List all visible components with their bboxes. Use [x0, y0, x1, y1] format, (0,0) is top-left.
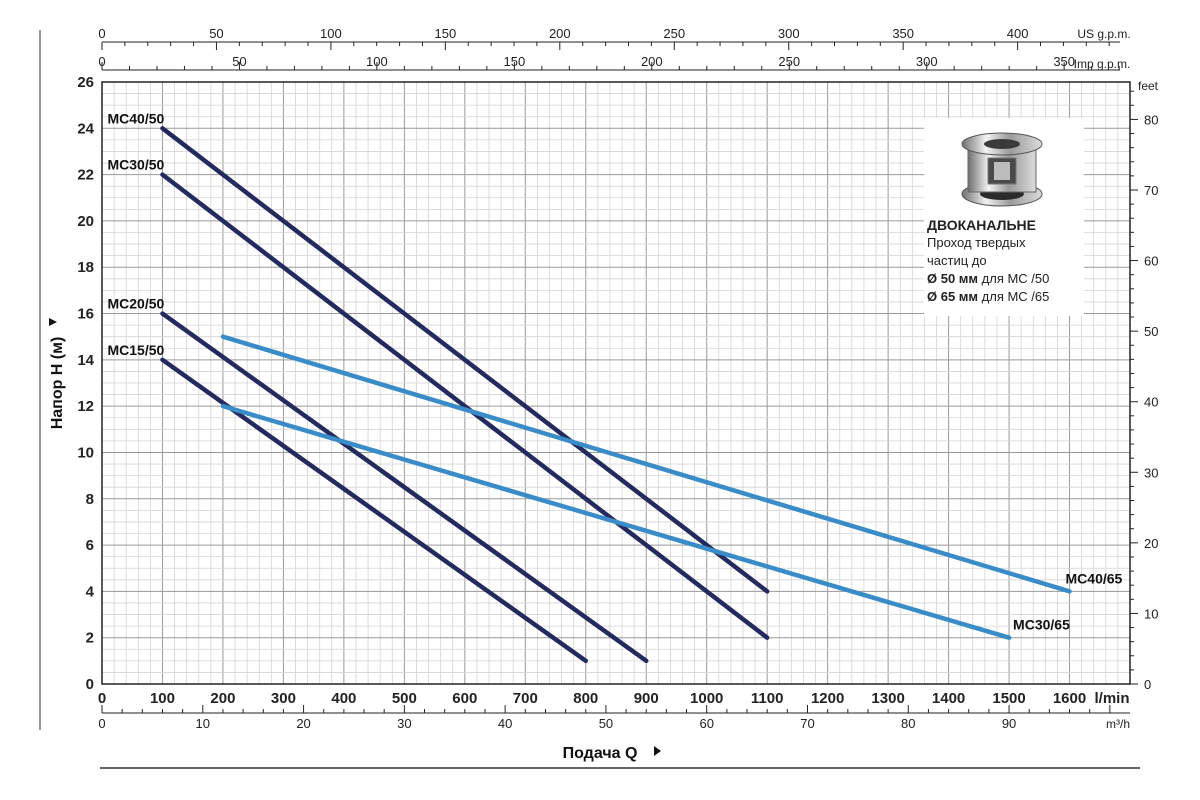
x-axis-arrow-icon [654, 746, 661, 756]
bottom-m3h-unit: m³/h [1106, 717, 1130, 731]
series-line [220, 334, 1072, 594]
x-tick-label: 500 [392, 690, 417, 707]
top-us-tick-label: 100 [320, 26, 342, 41]
top-imp-tick-label: 50 [232, 54, 246, 69]
right-tick-label: 20 [1144, 536, 1158, 551]
x-tick-label: 1600 [1053, 690, 1086, 707]
series-line [220, 403, 1012, 640]
info-line-4: Ø 65 мм для MC /65 [924, 288, 1084, 306]
right-tick-label: 30 [1144, 465, 1158, 480]
bottom-m3h-tick-label: 30 [397, 716, 411, 731]
series-label: MC20/50 [107, 296, 164, 312]
x-tick-label: 700 [513, 690, 538, 707]
top-us-tick-label: 50 [209, 26, 223, 41]
y-tick-label: 18 [77, 259, 94, 276]
y-tick-label: 20 [77, 213, 94, 230]
info-box: ДВОКАНАЛЬНЕ Проход твердых частиц до Ø 5… [924, 118, 1084, 316]
info-line-3-bold: Ø 50 мм [927, 271, 979, 286]
x-axis-title: Подача Q [563, 745, 638, 762]
x-tick-label: 1000 [690, 690, 723, 707]
bottom-m3h-tick-label: 50 [599, 716, 613, 731]
right-tick-label: 40 [1144, 395, 1158, 410]
top-imp-unit: Imp g.p.m. [1074, 57, 1131, 71]
right-tick-label: 50 [1144, 324, 1158, 339]
info-line-3: Ø 50 мм для MC /50 [924, 270, 1084, 288]
y-tick-label: 22 [77, 167, 94, 184]
x-tick-label: 1400 [932, 690, 965, 707]
bottom-m3h-tick-label: 80 [901, 716, 915, 731]
x-tick-label: 1300 [871, 690, 904, 707]
x-tick-label: 900 [634, 690, 659, 707]
series-label: MC15/50 [107, 342, 164, 358]
top-us-tick-label: 200 [549, 26, 571, 41]
right-tick-label: 60 [1144, 254, 1158, 269]
series-label: MC30/65 [1013, 617, 1070, 633]
right-tick-label: 80 [1144, 112, 1158, 127]
top-us-unit: US g.p.m. [1077, 27, 1130, 41]
x-tick-label: 300 [271, 690, 296, 707]
bottom-m3h-tick-label: 90 [1002, 716, 1016, 731]
y-tick-label: 16 [77, 306, 94, 323]
info-line-1: Проход твердых [927, 235, 1026, 250]
x-tick-label: 400 [331, 690, 356, 707]
y-tick-label: 6 [86, 537, 94, 554]
top-imp-tick-label: 150 [504, 54, 526, 69]
bottom-m3h-tick-label: 40 [498, 716, 512, 731]
info-line-3-rest: для MC /50 [978, 271, 1050, 286]
x-tick-label: 1200 [811, 690, 844, 707]
top-us-tick-label: 250 [663, 26, 685, 41]
right-tick-label: 70 [1144, 183, 1158, 198]
x-unit-label: l/min [1094, 690, 1129, 707]
info-line-4-rest: для MC /65 [978, 289, 1050, 304]
x-tick-label: 1100 [751, 690, 784, 707]
top-imp-tick-label: 250 [778, 54, 800, 69]
top-us-tick-label: 300 [778, 26, 800, 41]
top-us-tick-label: 350 [892, 26, 914, 41]
y-tick-label: 2 [86, 630, 94, 647]
x-tick-label: 100 [150, 690, 175, 707]
bottom-m3h-tick-label: 60 [699, 716, 713, 731]
series-line [160, 126, 770, 594]
impeller-image [961, 132, 1043, 207]
bottom-m3h-tick-label: 0 [98, 716, 105, 731]
series-label: MC40/50 [107, 110, 164, 126]
y-tick-label: 14 [77, 352, 94, 369]
bottom-m3h-tick-label: 70 [800, 716, 814, 731]
top-imp-tick-label: 350 [1053, 54, 1075, 69]
series-label: MC30/50 [107, 157, 164, 173]
y-tick-label: 8 [86, 491, 94, 508]
right-tick-label: 0 [1144, 677, 1151, 692]
top-imp-tick-label: 0 [98, 54, 105, 69]
info-line-4-bold: Ø 65 мм [927, 289, 979, 304]
series-label: MC40/65 [1066, 570, 1123, 586]
y-tick-label: 26 [77, 74, 94, 91]
top-us-tick-label: 150 [435, 26, 457, 41]
y-tick-label: 4 [86, 583, 95, 600]
y-axis-arrow-icon [49, 318, 57, 326]
series-line [160, 311, 649, 664]
info-line-2: частиц до [927, 253, 987, 268]
top-imp-tick-label: 300 [916, 54, 938, 69]
top-us-tick-label: 400 [1007, 26, 1029, 41]
x-tick-label: 1500 [992, 690, 1025, 707]
top-imp-tick-label: 200 [641, 54, 663, 69]
bottom-m3h-tick-label: 10 [196, 716, 210, 731]
x-tick-label: 800 [573, 690, 598, 707]
right-unit-label: feet [1138, 79, 1159, 93]
right-tick-label: 10 [1144, 606, 1158, 621]
x-tick-label: 200 [210, 690, 235, 707]
y-tick-label: 0 [86, 676, 94, 693]
y-tick-label: 24 [77, 120, 94, 137]
top-us-tick-label: 0 [98, 26, 105, 41]
x-tick-label: 600 [452, 690, 477, 707]
top-imp-tick-label: 100 [366, 54, 388, 69]
y-tick-label: 12 [77, 398, 94, 415]
y-tick-label: 10 [77, 444, 94, 461]
bottom-m3h-tick-label: 20 [296, 716, 310, 731]
y-axis-title: Напор H (м) [49, 337, 66, 430]
info-title: ДВОКАНАЛЬНЕ [927, 217, 1037, 233]
x-tick-label: 0 [98, 690, 106, 707]
series-line [160, 172, 770, 640]
